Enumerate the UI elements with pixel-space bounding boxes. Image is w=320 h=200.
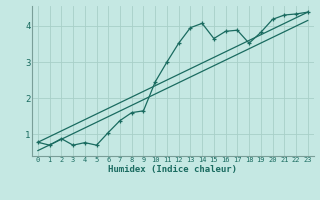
X-axis label: Humidex (Indice chaleur): Humidex (Indice chaleur)	[108, 165, 237, 174]
